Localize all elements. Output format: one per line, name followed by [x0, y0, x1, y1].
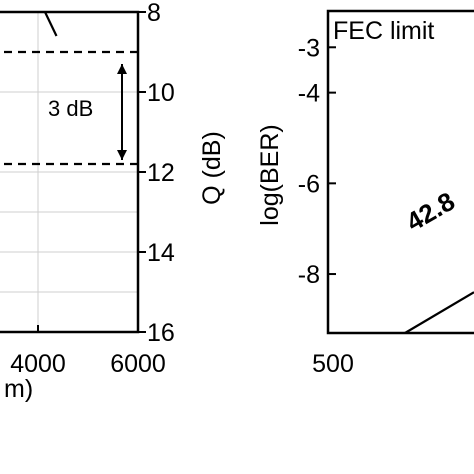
right-x-tick-label: 500 — [312, 350, 354, 378]
right-x-ticks: 500 — [312, 350, 354, 378]
rotated-series-label: 42.8 — [401, 186, 460, 237]
left-grid — [0, 12, 138, 332]
left-y-tick-label: 10 — [147, 79, 175, 107]
left-y-tick-label: 14 — [147, 239, 175, 267]
right-chart-panel: 42.8 FEC limit 500 -3 -4 -6 -8 log(BER) — [256, 9, 474, 378]
right-series — [404, 291, 474, 334]
right-series-line-1 — [404, 291, 474, 334]
legend-box — [328, 11, 474, 45]
left-series-line-1 — [44, 11, 58, 37]
left-y-tick-label: 16 — [147, 319, 175, 347]
left-reference-lines — [0, 50, 138, 166]
right-y-tick-label: -8 — [298, 261, 320, 289]
right-y-axis-label: log(BER) — [256, 124, 284, 225]
right-y-ticks: -3 -4 -6 -8 — [298, 34, 336, 289]
left-x-tick-label: 6000 — [110, 350, 166, 378]
left-x-ticks: 4000 6000 — [10, 325, 166, 378]
annotation-arrow-head-bottom — [117, 150, 127, 160]
left-y-axis-label: Q (dB) — [198, 131, 226, 205]
annotation-arrow-head-top — [117, 64, 127, 74]
left-x-axis-label: m) — [4, 375, 33, 403]
left-y-tick-label: 12 — [147, 159, 175, 187]
left-y-tick-label: 8 — [147, 0, 161, 27]
right-y-tick-label: -6 — [298, 170, 320, 198]
left-series — [44, 11, 58, 37]
right-plot-frame — [326, 9, 474, 335]
right-y-tick-label: -4 — [298, 80, 320, 108]
left-y-ticks: 8 10 12 14 16 — [138, 0, 175, 347]
right-y-tick-label: -3 — [298, 34, 320, 62]
legend-fec-limit: FEC limit — [333, 17, 434, 45]
left-chart-panel: 4000 6000 8 10 12 14 16 3 dB m) Q (dB) — [0, 0, 226, 403]
left-x-tick-label: 4000 — [10, 350, 66, 378]
three-db-annotation: 3 dB — [48, 64, 127, 160]
annotation-label: 3 dB — [48, 96, 93, 121]
